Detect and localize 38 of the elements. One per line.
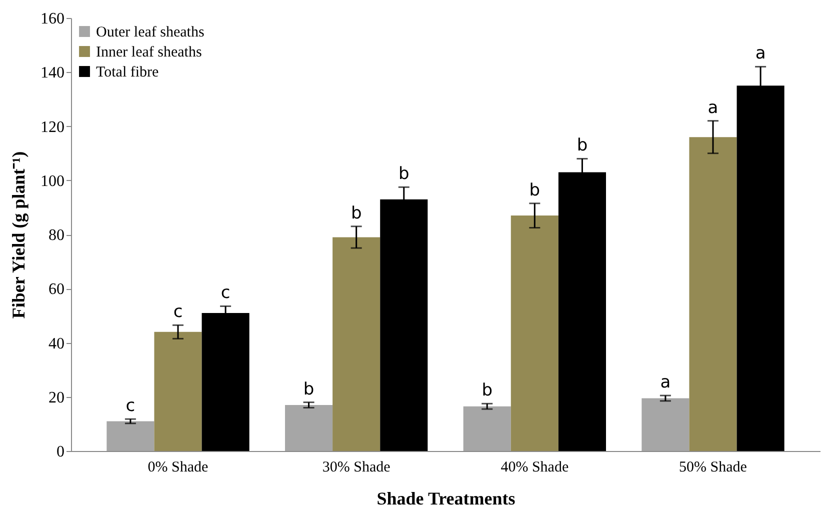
data-label: a xyxy=(660,372,671,393)
bar xyxy=(332,237,380,451)
y-tick-label: 20 xyxy=(48,389,64,406)
bar xyxy=(463,406,511,451)
y-tick-label: 120 xyxy=(40,118,64,136)
data-label: b xyxy=(529,180,540,200)
data-label: b xyxy=(350,203,362,224)
x-tick-label: 40% Shade xyxy=(500,460,569,476)
legend-label: Outer leaf sheaths xyxy=(96,24,204,40)
y-tick-label: 100 xyxy=(40,172,64,190)
y-tick-label: 80 xyxy=(48,227,64,244)
y-axis-title: Fiber Yield (g plant⁻¹) xyxy=(8,151,28,319)
bar xyxy=(106,421,154,451)
data-label: a xyxy=(708,98,718,118)
legend-label: Inner leaf sheaths xyxy=(96,44,202,60)
data-label: c xyxy=(126,396,136,416)
x-tick-label: 50% Shade xyxy=(679,460,748,476)
x-axis-title: Shade Treatments xyxy=(376,488,516,508)
legend-label: Total fibre xyxy=(96,64,160,80)
y-tick-label: 60 xyxy=(48,281,64,298)
data-label: b xyxy=(482,380,493,401)
bar xyxy=(285,404,333,451)
data-label: b xyxy=(398,164,410,184)
data-label: c xyxy=(220,283,230,304)
x-tick-label: 0% Shade xyxy=(148,460,209,476)
bar xyxy=(510,216,558,451)
data-label: a xyxy=(755,44,766,64)
y-tick-label: 40 xyxy=(48,335,64,352)
y-tick-label: 160 xyxy=(40,10,64,28)
data-label: b xyxy=(576,136,588,156)
y-tick-label: 0 xyxy=(56,444,64,460)
data-label: c xyxy=(173,302,183,322)
y-tick-label: 140 xyxy=(40,64,64,82)
x-tick-label: 30% Shade xyxy=(322,460,391,476)
bar xyxy=(154,332,202,451)
bar xyxy=(642,398,690,451)
data-label: b xyxy=(303,379,314,400)
bar xyxy=(689,137,737,451)
